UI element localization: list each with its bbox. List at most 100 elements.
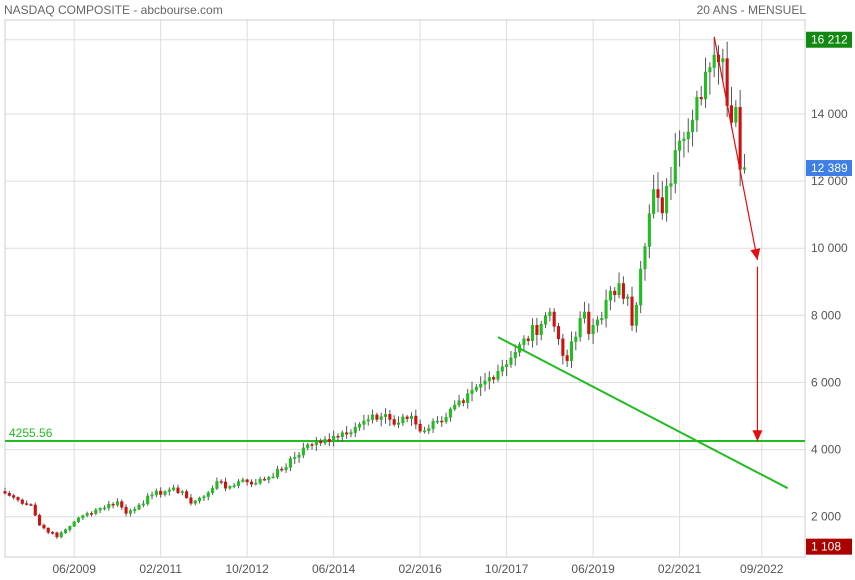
candle — [652, 174, 656, 219]
candle-body-down — [223, 481, 228, 489]
annotations — [497, 36, 789, 490]
candle — [474, 384, 478, 393]
candle-body-up — [608, 290, 612, 301]
candle-body-down — [336, 435, 340, 438]
candle-body-up — [595, 319, 599, 326]
candle — [46, 527, 50, 535]
candle-body-up — [137, 504, 141, 510]
candlestick-series — [3, 38, 747, 539]
candle-body-down — [327, 439, 331, 442]
candle — [25, 500, 29, 506]
candle-body-up — [198, 497, 202, 502]
candle-body-up — [665, 186, 669, 214]
candle-body-up — [479, 383, 483, 388]
candle — [548, 307, 552, 322]
candle-body-up — [306, 444, 310, 449]
down-arrow-head — [750, 248, 761, 260]
candle — [111, 502, 115, 509]
candle — [314, 436, 318, 451]
candle — [301, 442, 305, 459]
candle-body-up — [267, 477, 271, 480]
candle — [33, 502, 37, 517]
candle-body-down — [219, 481, 223, 483]
candle-body-up — [236, 481, 241, 486]
candle — [55, 531, 59, 539]
candle — [479, 376, 483, 396]
candle-body-up — [457, 400, 461, 406]
candle — [249, 479, 254, 488]
candle-body-up — [578, 318, 582, 338]
candle — [327, 433, 331, 447]
candle-body-up — [362, 420, 366, 425]
badge-low-label: 1 108 — [811, 540, 841, 554]
candle-body-down — [526, 338, 530, 341]
candle-body-down — [405, 416, 409, 419]
candle-body-up — [531, 324, 535, 341]
candle-body-down — [660, 197, 664, 214]
candle — [660, 181, 664, 220]
candle-body-up — [569, 341, 574, 361]
candle — [258, 476, 262, 485]
candle — [647, 204, 651, 259]
candle — [626, 294, 630, 306]
candle-body-up — [422, 430, 427, 433]
candle-body-up — [604, 299, 608, 319]
candle — [621, 276, 625, 305]
candle-body-down — [699, 96, 703, 100]
candle — [405, 414, 409, 423]
candle-body-down — [25, 503, 29, 505]
candle — [120, 499, 124, 510]
candle-body-up — [340, 432, 344, 437]
candle — [12, 493, 16, 500]
candle — [509, 350, 513, 368]
candle — [665, 178, 669, 222]
candle — [94, 507, 98, 516]
candle-body-up — [626, 296, 630, 299]
candle-body-up — [673, 150, 677, 184]
candle — [176, 484, 180, 495]
candle-body-down — [461, 400, 465, 403]
candle-body-up — [366, 419, 370, 422]
candle-body-up — [241, 479, 245, 482]
y-tick-label: 14 000 — [811, 107, 848, 121]
candle — [236, 479, 241, 489]
candle — [487, 371, 491, 390]
candle-body-down — [16, 497, 20, 501]
candle-body-up — [288, 458, 292, 468]
candle — [513, 344, 517, 366]
candle — [288, 456, 292, 472]
candle — [734, 100, 738, 128]
candle — [254, 478, 258, 486]
axes: 2 000 4 000 6 000 8 000 10 000 12 000 14 000 06… — [52, 107, 848, 576]
candle-body-up — [487, 377, 491, 382]
candle — [604, 289, 608, 328]
candle — [241, 477, 245, 483]
y-tick-label: 2 000 — [811, 510, 841, 524]
candle — [379, 412, 383, 427]
candle — [505, 359, 509, 377]
candle — [275, 465, 279, 480]
candle — [634, 301, 638, 333]
candle-body-down — [111, 503, 115, 506]
candle — [232, 482, 236, 489]
candle — [42, 523, 46, 530]
candle-body-up — [742, 167, 747, 170]
candle — [310, 442, 314, 450]
candle — [591, 318, 595, 344]
candle-body-up — [703, 71, 708, 100]
candle — [535, 317, 539, 346]
candle — [154, 488, 158, 498]
x-tick-label: 06/2009 — [52, 562, 96, 576]
candle — [742, 153, 747, 174]
candle-body-up — [453, 404, 457, 410]
candle — [163, 490, 167, 497]
candle — [643, 242, 647, 281]
candle — [128, 508, 132, 517]
candle — [401, 413, 405, 426]
candle-body-up — [695, 96, 699, 121]
candle-body-up — [284, 467, 288, 470]
candle — [431, 418, 435, 433]
candle — [7, 490, 11, 497]
candle — [375, 412, 379, 422]
candle — [336, 433, 340, 442]
